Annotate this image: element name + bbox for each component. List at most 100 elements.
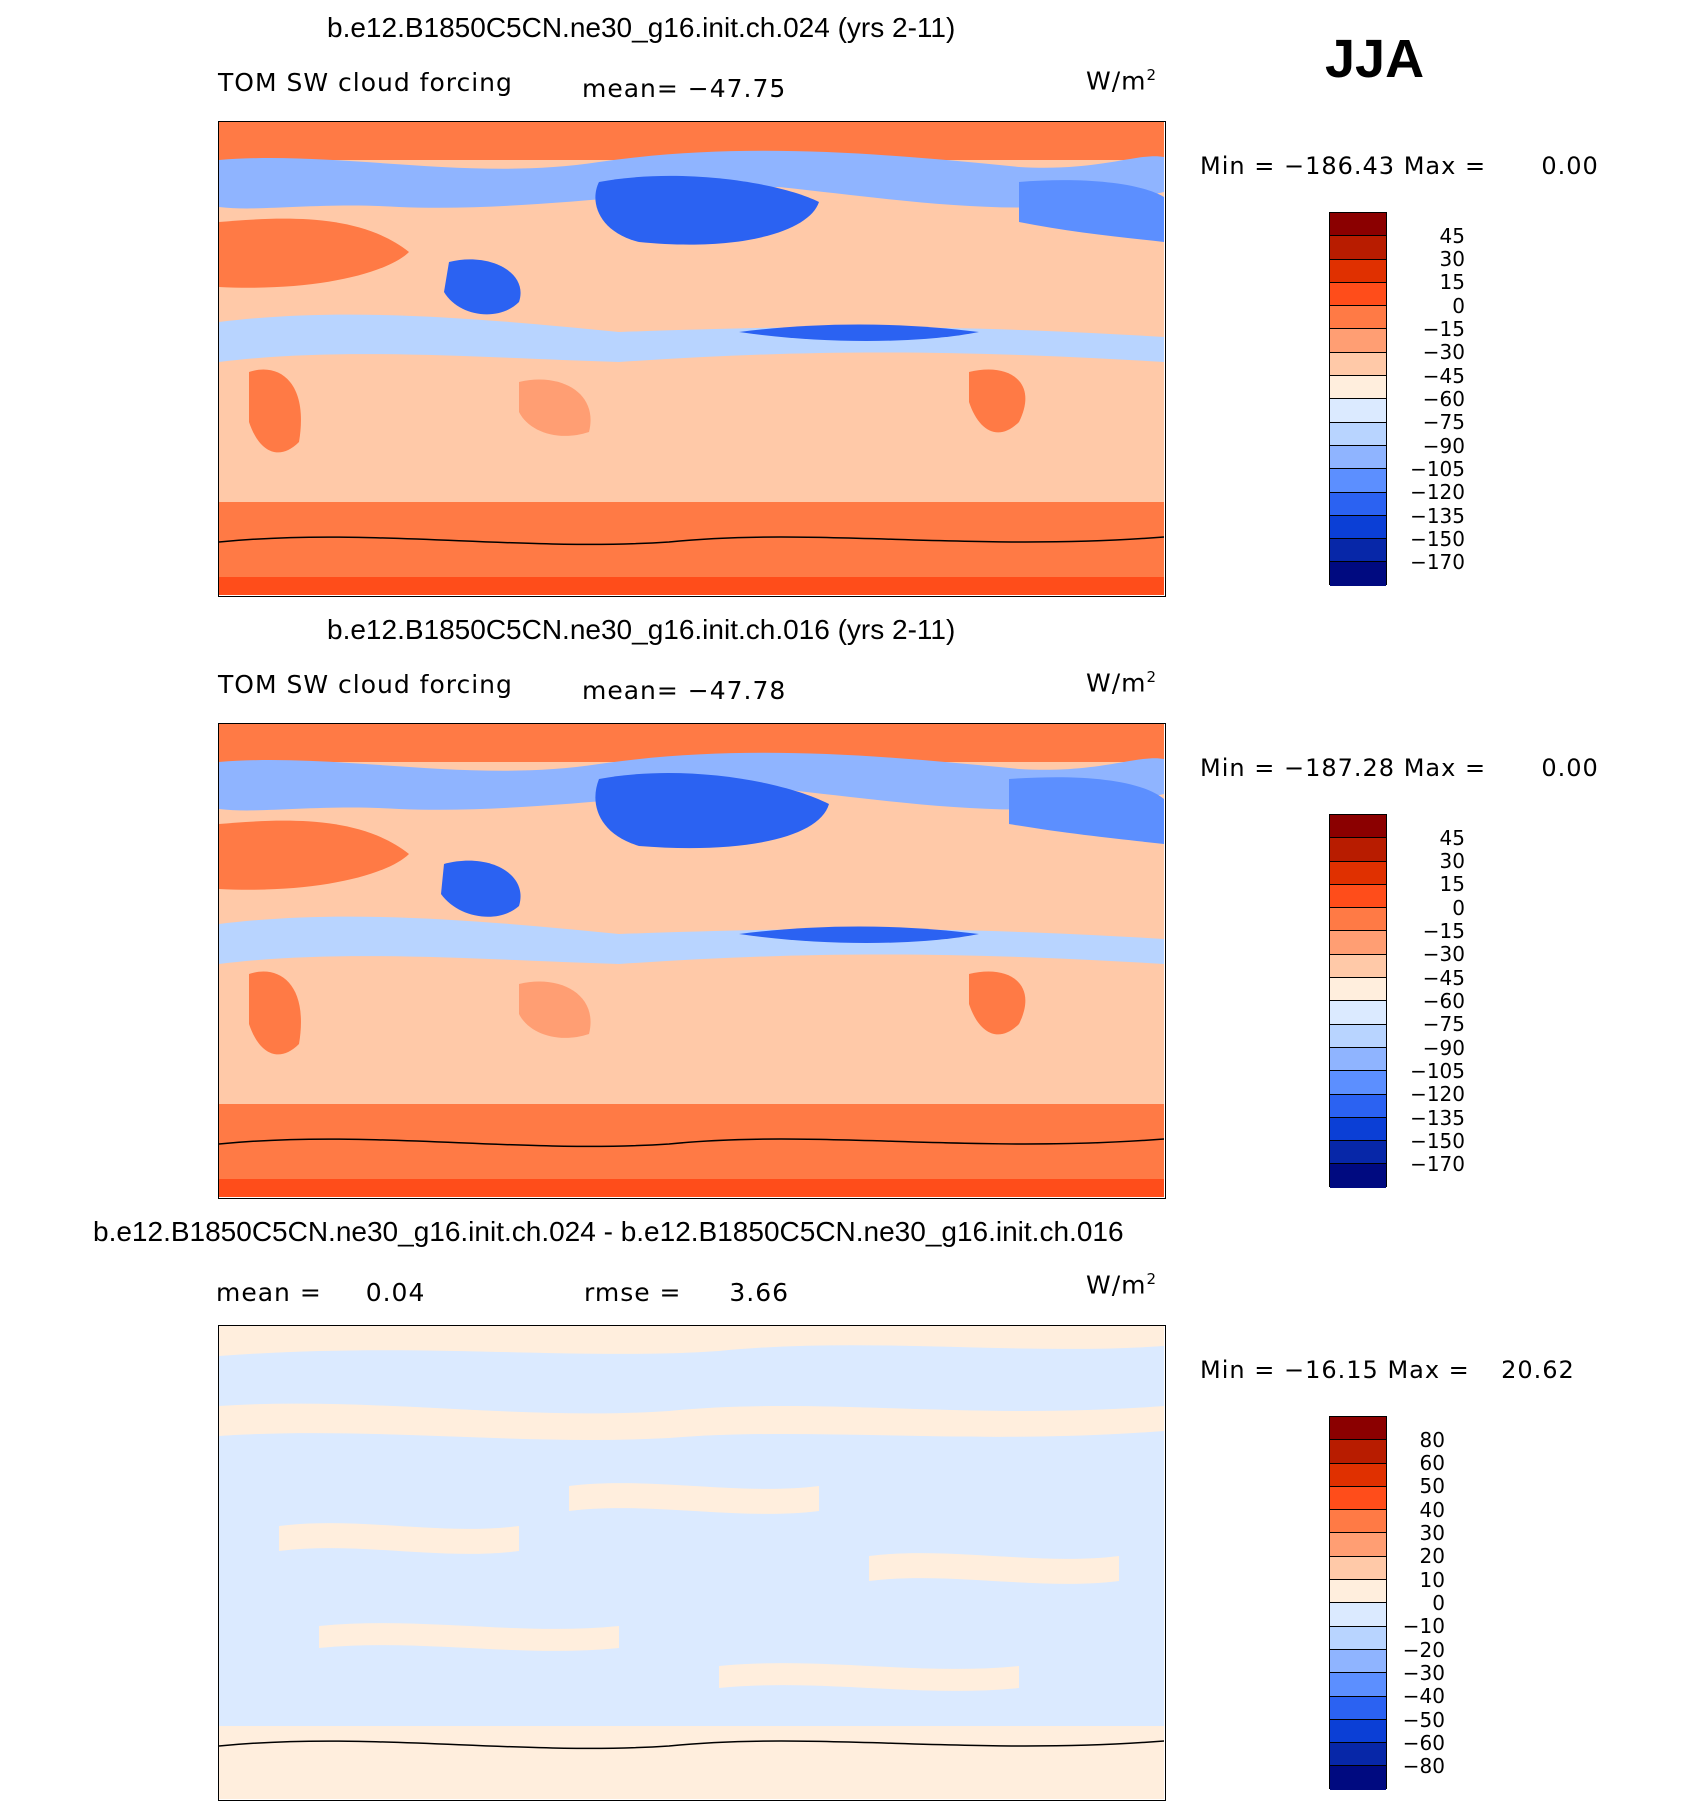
- panel1-colorbar-swatch: [1330, 469, 1386, 493]
- panel2-colorbar-label: 0: [1452, 896, 1465, 920]
- panel2-colorbar-swatch: [1330, 1047, 1386, 1072]
- panel1-mean: mean= −47.75: [582, 74, 787, 103]
- panel3-colorbar-label: 10: [1419, 1568, 1445, 1592]
- panel1-colorbar-swatch: [1330, 399, 1386, 423]
- panel1-colorbar-swatch: [1330, 515, 1386, 540]
- panel1-colorbar-label: −120: [1410, 480, 1465, 504]
- panel3-minmax: Min = −16.15 Max = 20.62: [1200, 1356, 1575, 1384]
- panel3-colorbar-swatch: [1330, 1696, 1386, 1720]
- panel1-colorbar-label: −105: [1410, 457, 1465, 481]
- panel3-colorbar-label: 30: [1419, 1521, 1445, 1545]
- panel3-colorbar-swatch: [1330, 1533, 1386, 1557]
- panel3-colorbar-label: −50: [1402, 1708, 1445, 1732]
- panel2-colorbar-swatch: [1330, 861, 1386, 885]
- panel1-colorbar: [1329, 212, 1387, 586]
- panel1-colorbar-swatch: [1330, 539, 1386, 563]
- panel2-units: W/m2: [1086, 668, 1158, 698]
- panel1-colorbar-swatch: [1330, 376, 1386, 400]
- panel2-colorbar-swatch: [1330, 978, 1386, 1002]
- panel3-colorbar-label: 60: [1419, 1451, 1445, 1475]
- panel2-colorbar-label: −170: [1410, 1152, 1465, 1176]
- panel3-colorbar-swatch: [1330, 1440, 1386, 1464]
- panel2-colorbar-swatch: [1330, 884, 1386, 909]
- panel2-colorbar-swatch: [1330, 838, 1386, 862]
- panel1-colorbar-label: −15: [1422, 317, 1465, 341]
- panel1-colorbar-label: 0: [1452, 294, 1465, 318]
- panel3-colorbar-swatch: [1330, 1743, 1386, 1767]
- panel3-colorbar: [1329, 1416, 1387, 1790]
- panel3-colorbar-label: 0: [1432, 1591, 1445, 1615]
- panel3-title: b.e12.B1850C5CN.ne30_g16.init.ch.024 - b…: [93, 1216, 1124, 1247]
- panel2-max-value: 0.00: [1541, 754, 1599, 782]
- panel2-colorbar-label: −150: [1410, 1129, 1465, 1153]
- panel2-minmax: Min = −187.28 Max = 0.00: [1200, 754, 1599, 782]
- panel2-colorbar-swatch: [1330, 815, 1386, 839]
- panel3-max-value: 20.62: [1501, 1356, 1575, 1384]
- panel1-minmax: Min = −186.43 Max = 0.00: [1200, 152, 1599, 180]
- panel1-min-label: Min =: [1200, 152, 1276, 180]
- panel2-colorbar-label: 45: [1439, 826, 1465, 850]
- panel2-variable: TOM SW cloud forcing: [218, 670, 513, 699]
- panel2-colorbar-label: −60: [1422, 989, 1465, 1013]
- panel1-colorbar-swatch: [1330, 562, 1386, 586]
- panel2-colorbar-label: −30: [1422, 942, 1465, 966]
- panel2-min-value: −187.28: [1283, 754, 1396, 782]
- panel1-colorbar-label: −45: [1422, 364, 1465, 388]
- panel3-colorbar-label: −10: [1402, 1614, 1445, 1638]
- panel2-colorbar-swatch: [1330, 1001, 1386, 1025]
- panel3-colorbar-label: −80: [1402, 1754, 1445, 1778]
- panel3-rmse-value: 3.66: [729, 1278, 790, 1307]
- panel1-colorbar-label: 30: [1439, 247, 1465, 271]
- panel1-colorbar-swatch: [1330, 259, 1386, 283]
- panel3-rmse: rmse = 3.66: [584, 1278, 789, 1307]
- panel2-map: [218, 723, 1166, 1199]
- panel3-colorbar-swatch: [1330, 1580, 1386, 1604]
- panel1-colorbar-label: 15: [1439, 270, 1465, 294]
- panel1-map: [218, 121, 1166, 597]
- panel2-colorbar-label: 30: [1439, 849, 1465, 873]
- panel3-map: [218, 1325, 1166, 1801]
- panel1-colorbar-label: −30: [1422, 340, 1465, 364]
- panel3-colorbar-swatch: [1330, 1486, 1386, 1511]
- panel1-colorbar-swatch: [1330, 306, 1386, 330]
- panel1-colorbar-swatch: [1330, 352, 1386, 377]
- panel1-min-value: −186.43: [1283, 152, 1396, 180]
- panel2-colorbar-swatch: [1330, 1164, 1386, 1188]
- panel3-colorbar-swatch: [1330, 1463, 1386, 1487]
- panel1-units: W/m2: [1086, 66, 1158, 96]
- panel3-colorbar-label: −40: [1402, 1684, 1445, 1708]
- panel3-rmse-label: rmse =: [584, 1278, 682, 1307]
- panel2-colorbar-label: −90: [1422, 1036, 1465, 1060]
- panel1-colorbar-label: −90: [1422, 434, 1465, 458]
- panel2-colorbar-swatch: [1330, 1094, 1386, 1118]
- panel1-max-value: 0.00: [1541, 152, 1599, 180]
- panel2-colorbar-swatch: [1330, 954, 1386, 979]
- panel2-title: b.e12.B1850C5CN.ne30_g16.init.ch.016 (yr…: [327, 614, 956, 645]
- panel3-mean: mean = 0.04: [216, 1278, 425, 1307]
- panel1-title: b.e12.B1850C5CN.ne30_g16.init.ch.024 (yr…: [327, 12, 956, 43]
- panel3-colorbar-label: 80: [1419, 1428, 1445, 1452]
- panel3-min-value: −16.15: [1283, 1356, 1379, 1384]
- panel1-colorbar-label: −170: [1410, 550, 1465, 574]
- panel3-mean-label: mean =: [216, 1278, 322, 1307]
- panel2-colorbar-label: −15: [1422, 919, 1465, 943]
- panel2-colorbar-label: 15: [1439, 872, 1465, 896]
- panel3-units: W/m2: [1086, 1270, 1158, 1300]
- panel1-colorbar-swatch: [1330, 236, 1386, 260]
- panel3-min-label: Min =: [1200, 1356, 1276, 1384]
- panel2-colorbar-swatch: [1330, 931, 1386, 955]
- panel2-colorbar-swatch: [1330, 1024, 1386, 1048]
- panel3-colorbar-swatch: [1330, 1766, 1386, 1790]
- panel3-colorbar-swatch: [1330, 1417, 1386, 1441]
- panel2-colorbar-label: −105: [1410, 1059, 1465, 1083]
- panel1-colorbar-swatch: [1330, 445, 1386, 470]
- panel2-colorbar-swatch: [1330, 1117, 1386, 1142]
- panel3-mean-value: 0.04: [365, 1278, 426, 1307]
- panel1-colorbar-swatch: [1330, 422, 1386, 446]
- panel3-colorbar-swatch: [1330, 1719, 1386, 1744]
- panel1-colorbar-label: 45: [1439, 224, 1465, 248]
- panel3-max-label: Max =: [1387, 1356, 1470, 1384]
- panel3-colorbar-swatch: [1330, 1649, 1386, 1674]
- panel2-colorbar-swatch: [1330, 1141, 1386, 1165]
- panel1-colorbar-label: −60: [1422, 387, 1465, 411]
